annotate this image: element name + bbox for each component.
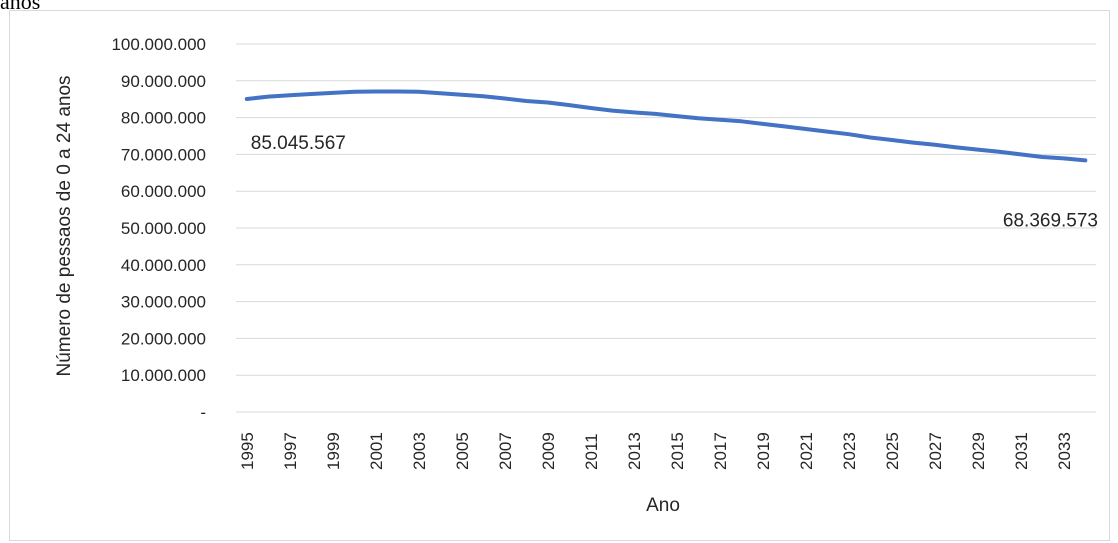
x-tick-label: 2019 bbox=[754, 432, 773, 470]
y-axis-title: Número de pessaos de 0 a 24 anos bbox=[54, 75, 75, 376]
data-labels: 85.045.567 68.369.573 bbox=[251, 133, 1098, 231]
data-point bbox=[696, 116, 700, 120]
x-tick-label: 2017 bbox=[711, 432, 730, 470]
data-point bbox=[976, 148, 980, 152]
y-tick-label: - bbox=[200, 403, 206, 422]
data-point bbox=[331, 91, 335, 95]
x-axis-title: Ano bbox=[646, 495, 680, 516]
data-point bbox=[1062, 156, 1066, 161]
y-tick-label: 60.000.000 bbox=[121, 182, 206, 201]
x-tick-label: 2023 bbox=[840, 432, 859, 470]
x-tick-label: 2005 bbox=[453, 432, 472, 470]
data-point bbox=[954, 145, 958, 150]
x-tick-label: 2007 bbox=[496, 432, 515, 470]
x-tick-label: 1997 bbox=[281, 432, 300, 470]
data-point bbox=[309, 92, 313, 96]
data-point bbox=[782, 124, 786, 129]
x-tick-label: 1999 bbox=[324, 432, 343, 470]
data-point bbox=[997, 150, 1001, 154]
data-point bbox=[911, 141, 915, 145]
x-tick-label: 2025 bbox=[883, 432, 902, 470]
x-tick-label: 2003 bbox=[410, 432, 429, 470]
caption-fragment: anos bbox=[0, 0, 41, 14]
data-point bbox=[438, 91, 442, 95]
data-point bbox=[546, 100, 550, 105]
y-tick-label: 30.000.000 bbox=[121, 293, 206, 312]
x-tick-label: 2029 bbox=[969, 432, 988, 470]
x-tick-label: 1995 bbox=[238, 432, 257, 470]
data-label-start: 85.045.567 bbox=[251, 133, 346, 154]
y-tick-label: 20.000.000 bbox=[121, 329, 206, 348]
data-point bbox=[352, 90, 356, 94]
data-point bbox=[739, 119, 743, 123]
data-point bbox=[825, 129, 829, 134]
data-point bbox=[675, 114, 679, 118]
data-point bbox=[245, 97, 249, 101]
x-tick-label: 2031 bbox=[1012, 432, 1031, 470]
data-point bbox=[847, 132, 851, 136]
data-point bbox=[589, 106, 593, 110]
series-layer bbox=[244, 89, 1088, 163]
x-tick-label: 2033 bbox=[1055, 432, 1074, 470]
data-point bbox=[610, 109, 614, 113]
data-label-end: 68.369.573 bbox=[1003, 210, 1098, 231]
data-point bbox=[460, 93, 464, 97]
y-tick-label: 10.000.000 bbox=[121, 366, 206, 385]
data-point bbox=[481, 94, 485, 98]
y-tick-label: 70.000.000 bbox=[121, 145, 206, 164]
data-point bbox=[890, 138, 894, 142]
data-point bbox=[1019, 152, 1023, 156]
x-tick-label: 2011 bbox=[582, 433, 601, 470]
data-point bbox=[395, 89, 399, 94]
x-tick-label: 2009 bbox=[539, 432, 558, 470]
y-tick-label: 80.000.000 bbox=[121, 109, 206, 128]
x-tick-label: 2015 bbox=[668, 432, 687, 470]
chart-area bbox=[9, 10, 1110, 541]
series-line bbox=[244, 89, 1088, 163]
data-point bbox=[653, 112, 657, 116]
data-point bbox=[868, 135, 872, 140]
x-tick-label: 2021 bbox=[797, 432, 816, 470]
data-point bbox=[567, 103, 571, 107]
y-tick-label: 90.000.000 bbox=[121, 72, 206, 91]
y-tick-label: 40.000.000 bbox=[121, 256, 206, 275]
data-point bbox=[1083, 158, 1087, 162]
gridlines bbox=[236, 43, 1096, 413]
data-point bbox=[804, 127, 808, 131]
x-tick-label: 2001 bbox=[367, 432, 386, 470]
x-tick-label: 2013 bbox=[625, 432, 644, 470]
data-point bbox=[718, 118, 722, 122]
data-point bbox=[266, 95, 270, 99]
data-point bbox=[288, 93, 292, 97]
data-point bbox=[374, 89, 378, 94]
data-point bbox=[503, 96, 507, 101]
y-tick-label: 50.000.000 bbox=[121, 219, 206, 238]
y-tick-label: 100.000.000 bbox=[111, 35, 206, 54]
data-point bbox=[933, 143, 937, 147]
x-tick-label: 2027 bbox=[926, 432, 945, 470]
data-point bbox=[1040, 155, 1044, 159]
x-axis-tick-labels: 1995 1997 1999 2001 2003 2005 2007 2009 2011 2013… bbox=[238, 432, 1074, 470]
y-axis-tick-labels: 100.000.000 90.000.000 80.000.000 70.000.00… bbox=[111, 35, 206, 422]
data-point bbox=[524, 99, 528, 103]
data-point bbox=[761, 122, 765, 126]
data-point bbox=[632, 110, 636, 115]
data-point bbox=[417, 90, 421, 94]
